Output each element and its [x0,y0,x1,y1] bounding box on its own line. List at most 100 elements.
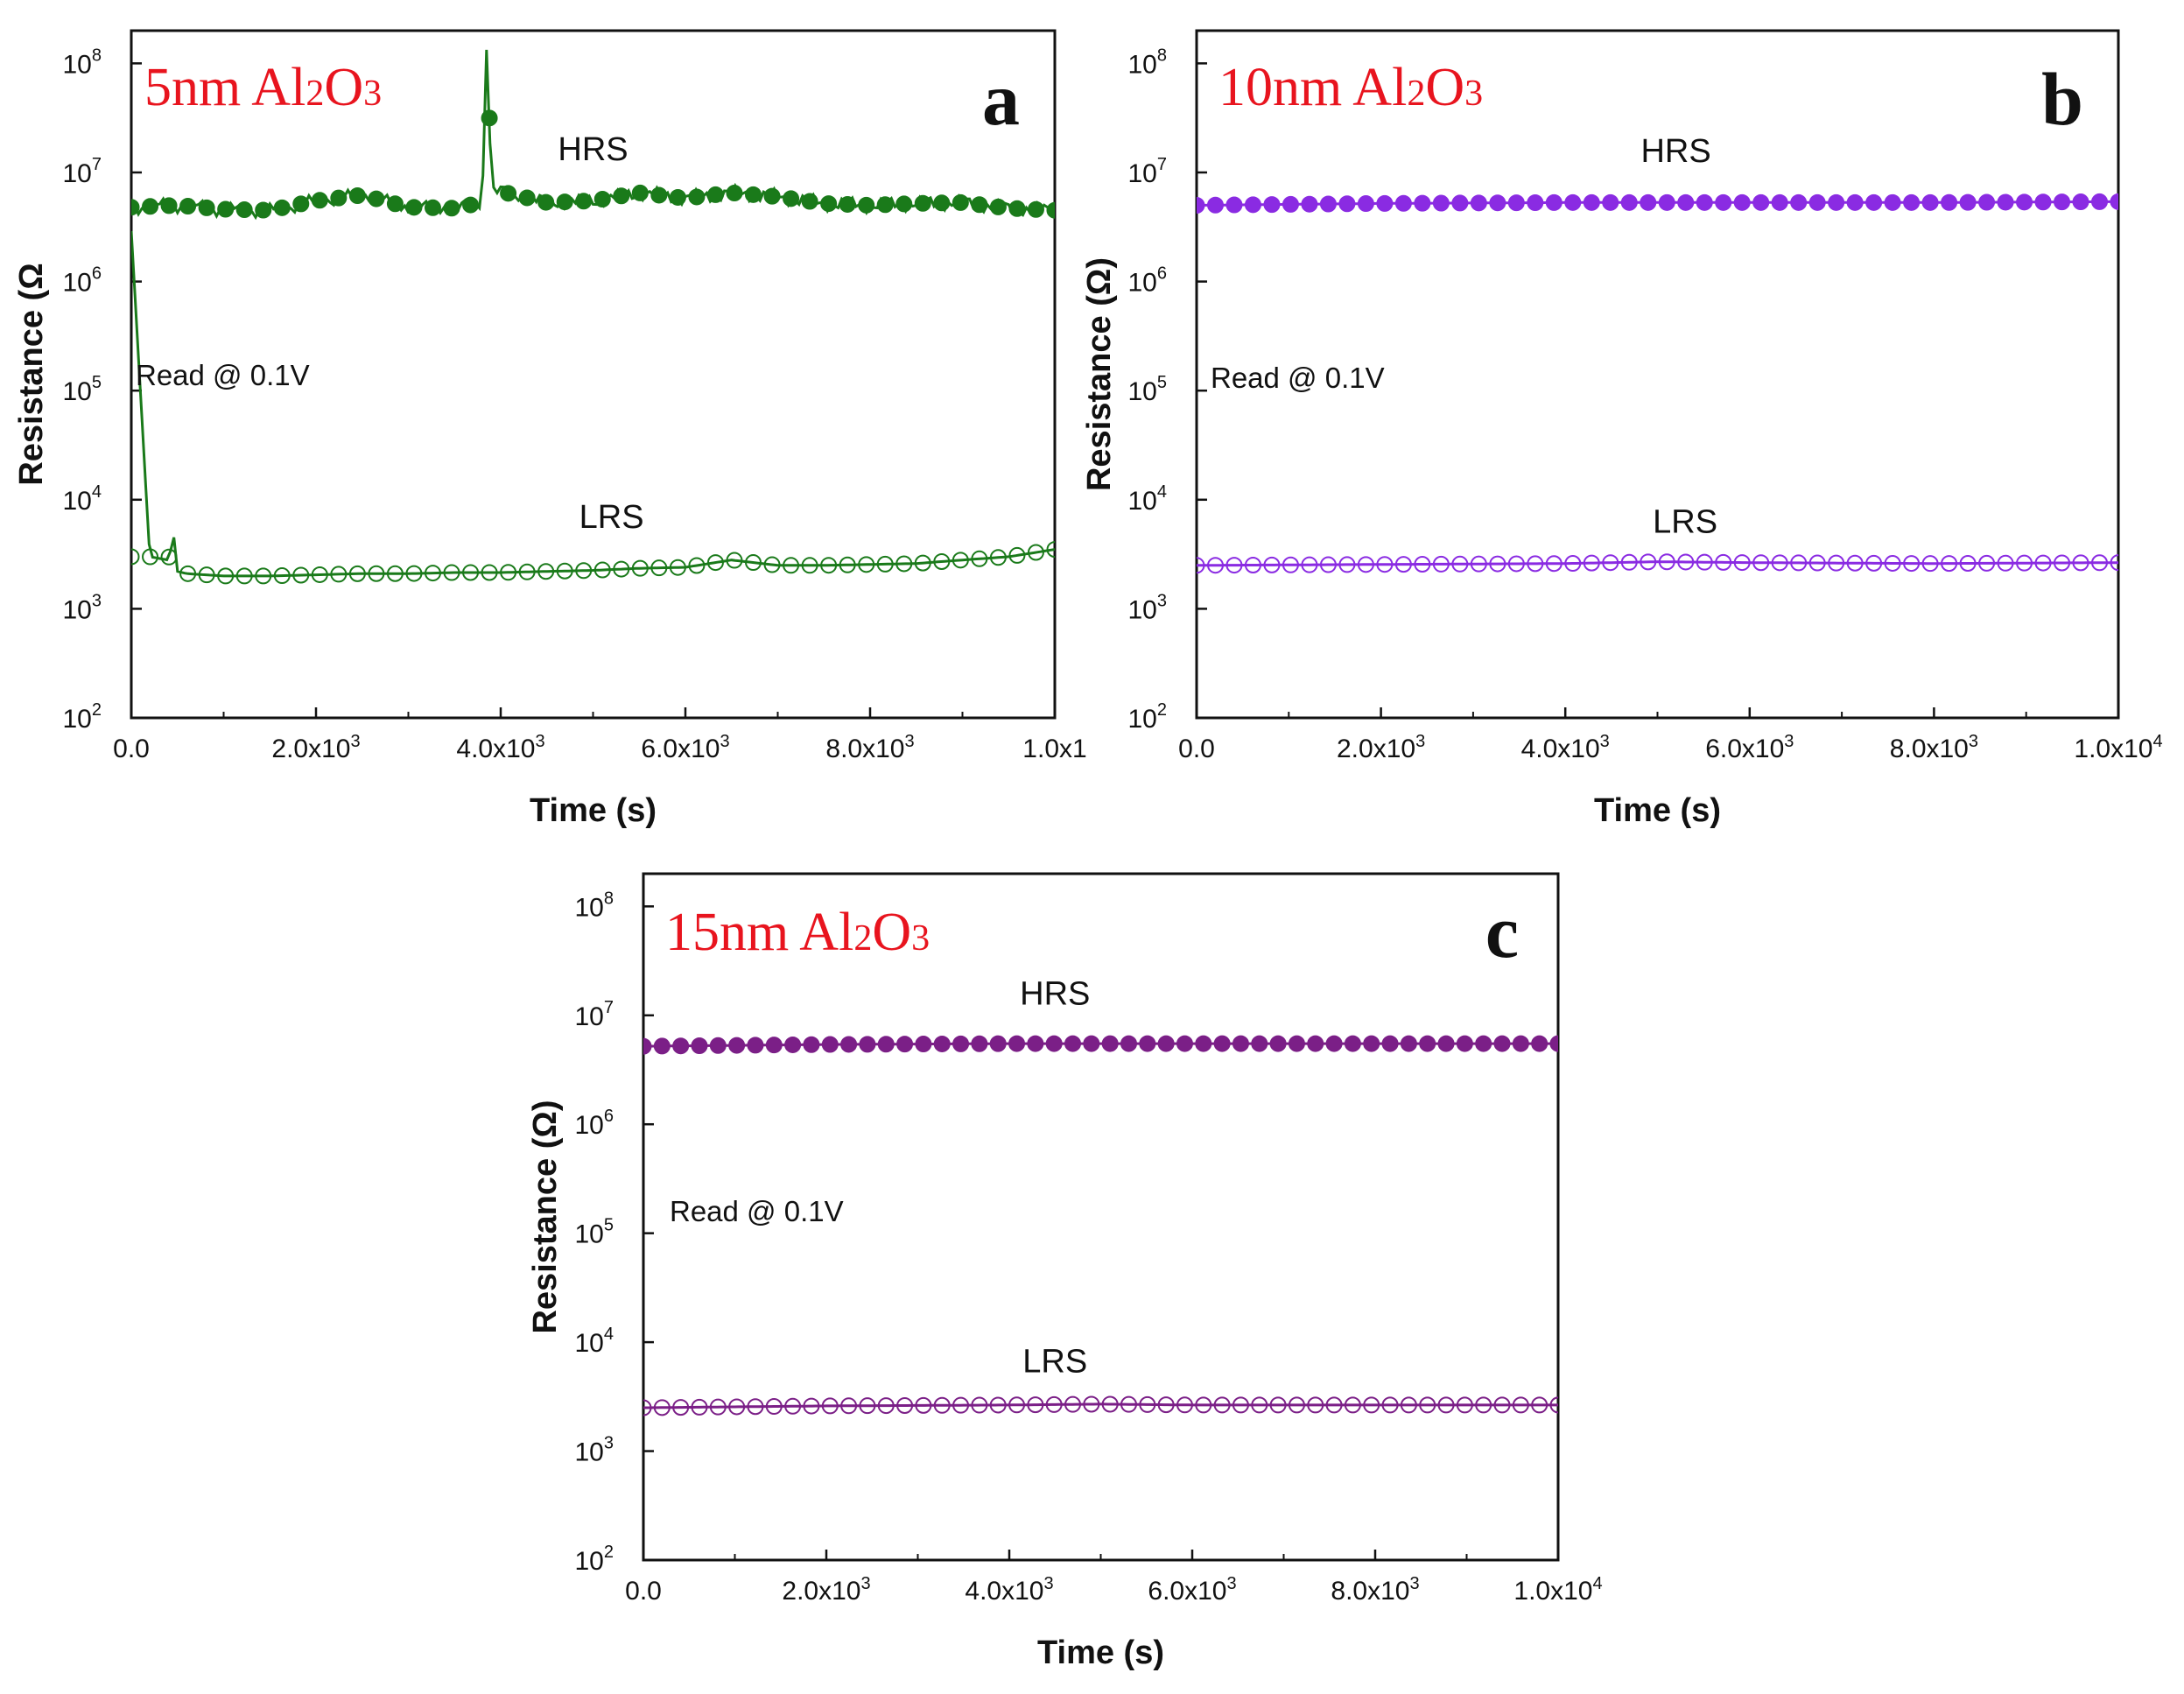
data-point-hrs [1884,193,1901,211]
data-point-lrs [820,557,838,574]
data-point-lrs [933,552,951,570]
data-point-lrs [518,563,536,580]
data-point-lrs [877,1397,895,1415]
data-point-hrs [1027,200,1044,218]
data-point-hrs [650,186,668,204]
data-point-hrs [1696,193,1713,211]
data-point-hrs [1790,193,1808,211]
data-point-lrs [481,564,498,581]
series-label-lrs: LRS [1022,1343,1087,1380]
data-point-hrs [1733,193,1751,211]
y-tick-label: 103 [63,591,102,624]
data-point-hrs [1232,1035,1249,1052]
data-point-lrs [1101,1395,1119,1413]
x-tick-label: 4.0x103 [1521,732,1610,763]
data-point-lrs [1232,1396,1249,1414]
data-point-hrs [443,200,460,217]
y-tick-base: 10 [1128,50,1157,79]
data-point-hrs [1658,193,1675,211]
series-label-lrs: LRS [1653,503,1717,540]
x-tick-exponent: 3 [350,732,360,751]
data-point-lrs [1400,1396,1417,1414]
data-point-hrs [537,193,555,211]
data-point-hrs [1307,1035,1324,1052]
data-point-lrs [1027,544,1044,561]
x-tick-exponent: 3 [1415,732,1425,751]
data-point-lrs [1828,554,1845,572]
data-point-hrs [1475,1035,1492,1052]
y-tick-label: 106 [575,1107,614,1140]
data-point-hrs [593,190,611,207]
data-point-lrs [1696,553,1713,571]
data-point-hrs [1251,1035,1268,1052]
sample-label: 15nm Al2O3 [665,903,930,962]
data-point-lrs [1752,554,1770,572]
x-tick-base: 6.0x10 [1148,1577,1226,1606]
chart-panel-c: 0.0 2.0x103 4.0x103 6.0x103 8.0x103 1.0x10410… [527,872,1603,1671]
data-point-lrs [1978,554,1996,572]
data-point-hrs [348,187,366,205]
y-tick-exponent: 2 [604,1543,614,1562]
data-point-lrs [1414,556,1431,573]
x-tick-base: 8.0x10 [825,735,904,763]
data-point-hrs [1527,194,1544,212]
data-point-lrs [443,564,460,581]
x-axis-title: Time (s) [530,792,657,829]
data-point-hrs [1470,194,1487,212]
data-point-lrs [2016,554,2033,572]
read-voltage-annotation: Read @ 0.1V [136,359,310,391]
y-tick-exponent: 6 [604,1107,614,1126]
data-point-hrs [1157,1035,1175,1052]
data-point-hrs [895,195,913,213]
data-point-lrs [1808,554,1826,572]
data-point-hrs [1197,196,1205,214]
data-point-hrs [1414,194,1431,212]
data-point-lrs [858,556,875,573]
x-tick-label: 1.0x104 [1513,1574,1602,1606]
x-tick-exponent: 3 [1226,1574,1236,1593]
data-point-hrs [518,189,536,207]
x-tick-label: 8.0x103 [1890,732,1978,763]
data-point-hrs [1489,194,1506,212]
data-point-lrs [2054,554,2071,572]
data-point-hrs [858,196,875,214]
data-point-hrs [405,199,423,216]
data-point-lrs [1846,554,1864,572]
data-point-hrs [783,190,800,207]
data-point-hrs [1027,1035,1044,1052]
data-point-hrs [1045,1035,1063,1052]
data-point-hrs [896,1036,914,1053]
data-point-hrs [424,199,441,216]
data-point-hrs [1301,195,1318,213]
data-point-hrs [643,1037,652,1055]
x-tick-label: 0.0 [1178,735,1215,763]
y-tick-label: 105 [1128,373,1168,406]
x-axis-title: Time (s) [1037,1634,1164,1671]
x-tick-base: 0.0 [113,735,150,763]
data-point-hrs [1997,193,2014,211]
data-point-lrs [631,559,649,577]
read-voltage-annotation: Read @ 0.1V [670,1195,844,1227]
data-point-hrs [840,1036,858,1053]
x-tick-base: 8.0x10 [1331,1577,1409,1606]
data-point-hrs [1564,193,1582,211]
y-tick-base: 10 [63,50,92,79]
data-point-lrs [556,562,573,580]
data-point-lrs [952,552,969,569]
data-point-hrs [1583,193,1600,211]
data-point-lrs [1319,556,1337,573]
data-point-lrs [1282,556,1299,573]
x-tick-base: 2.0x10 [782,1577,860,1606]
data-point-lrs [1045,1395,1063,1413]
data-point-hrs [1828,193,1845,211]
data-point-lrs [1195,1396,1212,1414]
data-point-hrs [1620,193,1638,211]
data-point-lrs [840,1397,858,1415]
data-point-hrs [1531,1035,1548,1052]
series-label-hrs: HRS [1020,976,1090,1013]
data-point-hrs [1319,195,1337,213]
y-tick-exponent: 8 [92,46,102,65]
data-point-lrs [368,565,385,582]
data-point-lrs [1903,555,1921,573]
